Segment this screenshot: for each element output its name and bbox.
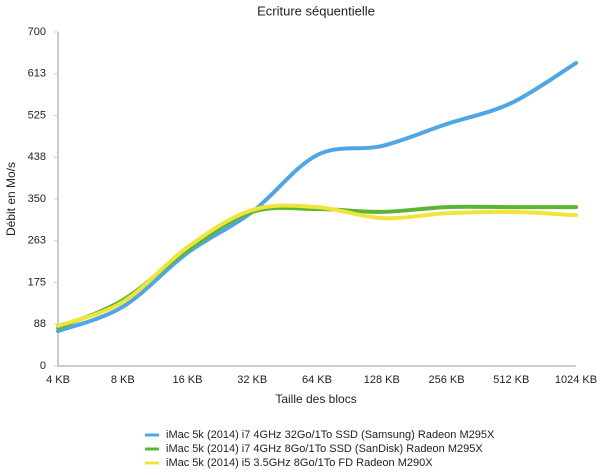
y-tick-label: 438 [28, 151, 46, 163]
y-tick-label: 0 [40, 360, 46, 372]
y-tick-label: 88 [34, 318, 46, 330]
chart-title: Ecriture séquentielle [257, 3, 375, 18]
line-series [56, 204, 578, 330]
legend-label: iMac 5k (2014) i7 4GHz 32Go/1To SSD (Sam… [166, 429, 495, 441]
x-tick-label: 32 KB [237, 374, 267, 386]
line-series [56, 61, 578, 334]
x-tick-label: 64 KB [302, 374, 332, 386]
x-tick-label: 4 KB [46, 374, 70, 386]
line-series [56, 203, 578, 328]
y-tick-label: 525 [28, 109, 46, 121]
y-tick-label: 613 [28, 68, 46, 80]
y-axis-title: Débit en Mo/s [4, 162, 18, 236]
y-tick-label: 350 [28, 193, 46, 205]
x-tick-label: 8 KB [111, 374, 135, 386]
x-tick-label: 256 KB [428, 374, 464, 386]
legend-label: iMac 5k (2014) i7 4GHz 8Go/1To SSD (SanD… [166, 443, 483, 455]
x-axis-title: Taille des blocs [275, 392, 356, 406]
x-tick-label: 128 KB [364, 374, 400, 386]
y-tick-label: 175 [28, 276, 46, 288]
legend-label: iMac 5k (2014) i5 3.5GHz 8Go/1To FD Rade… [166, 457, 433, 469]
y-tick-label: 700 [28, 26, 46, 38]
x-tick-label: 1024 KB [555, 374, 597, 386]
x-tick-label: 16 KB [173, 374, 203, 386]
y-tick-label: 263 [28, 235, 46, 247]
x-tick-label: 512 KB [493, 374, 529, 386]
